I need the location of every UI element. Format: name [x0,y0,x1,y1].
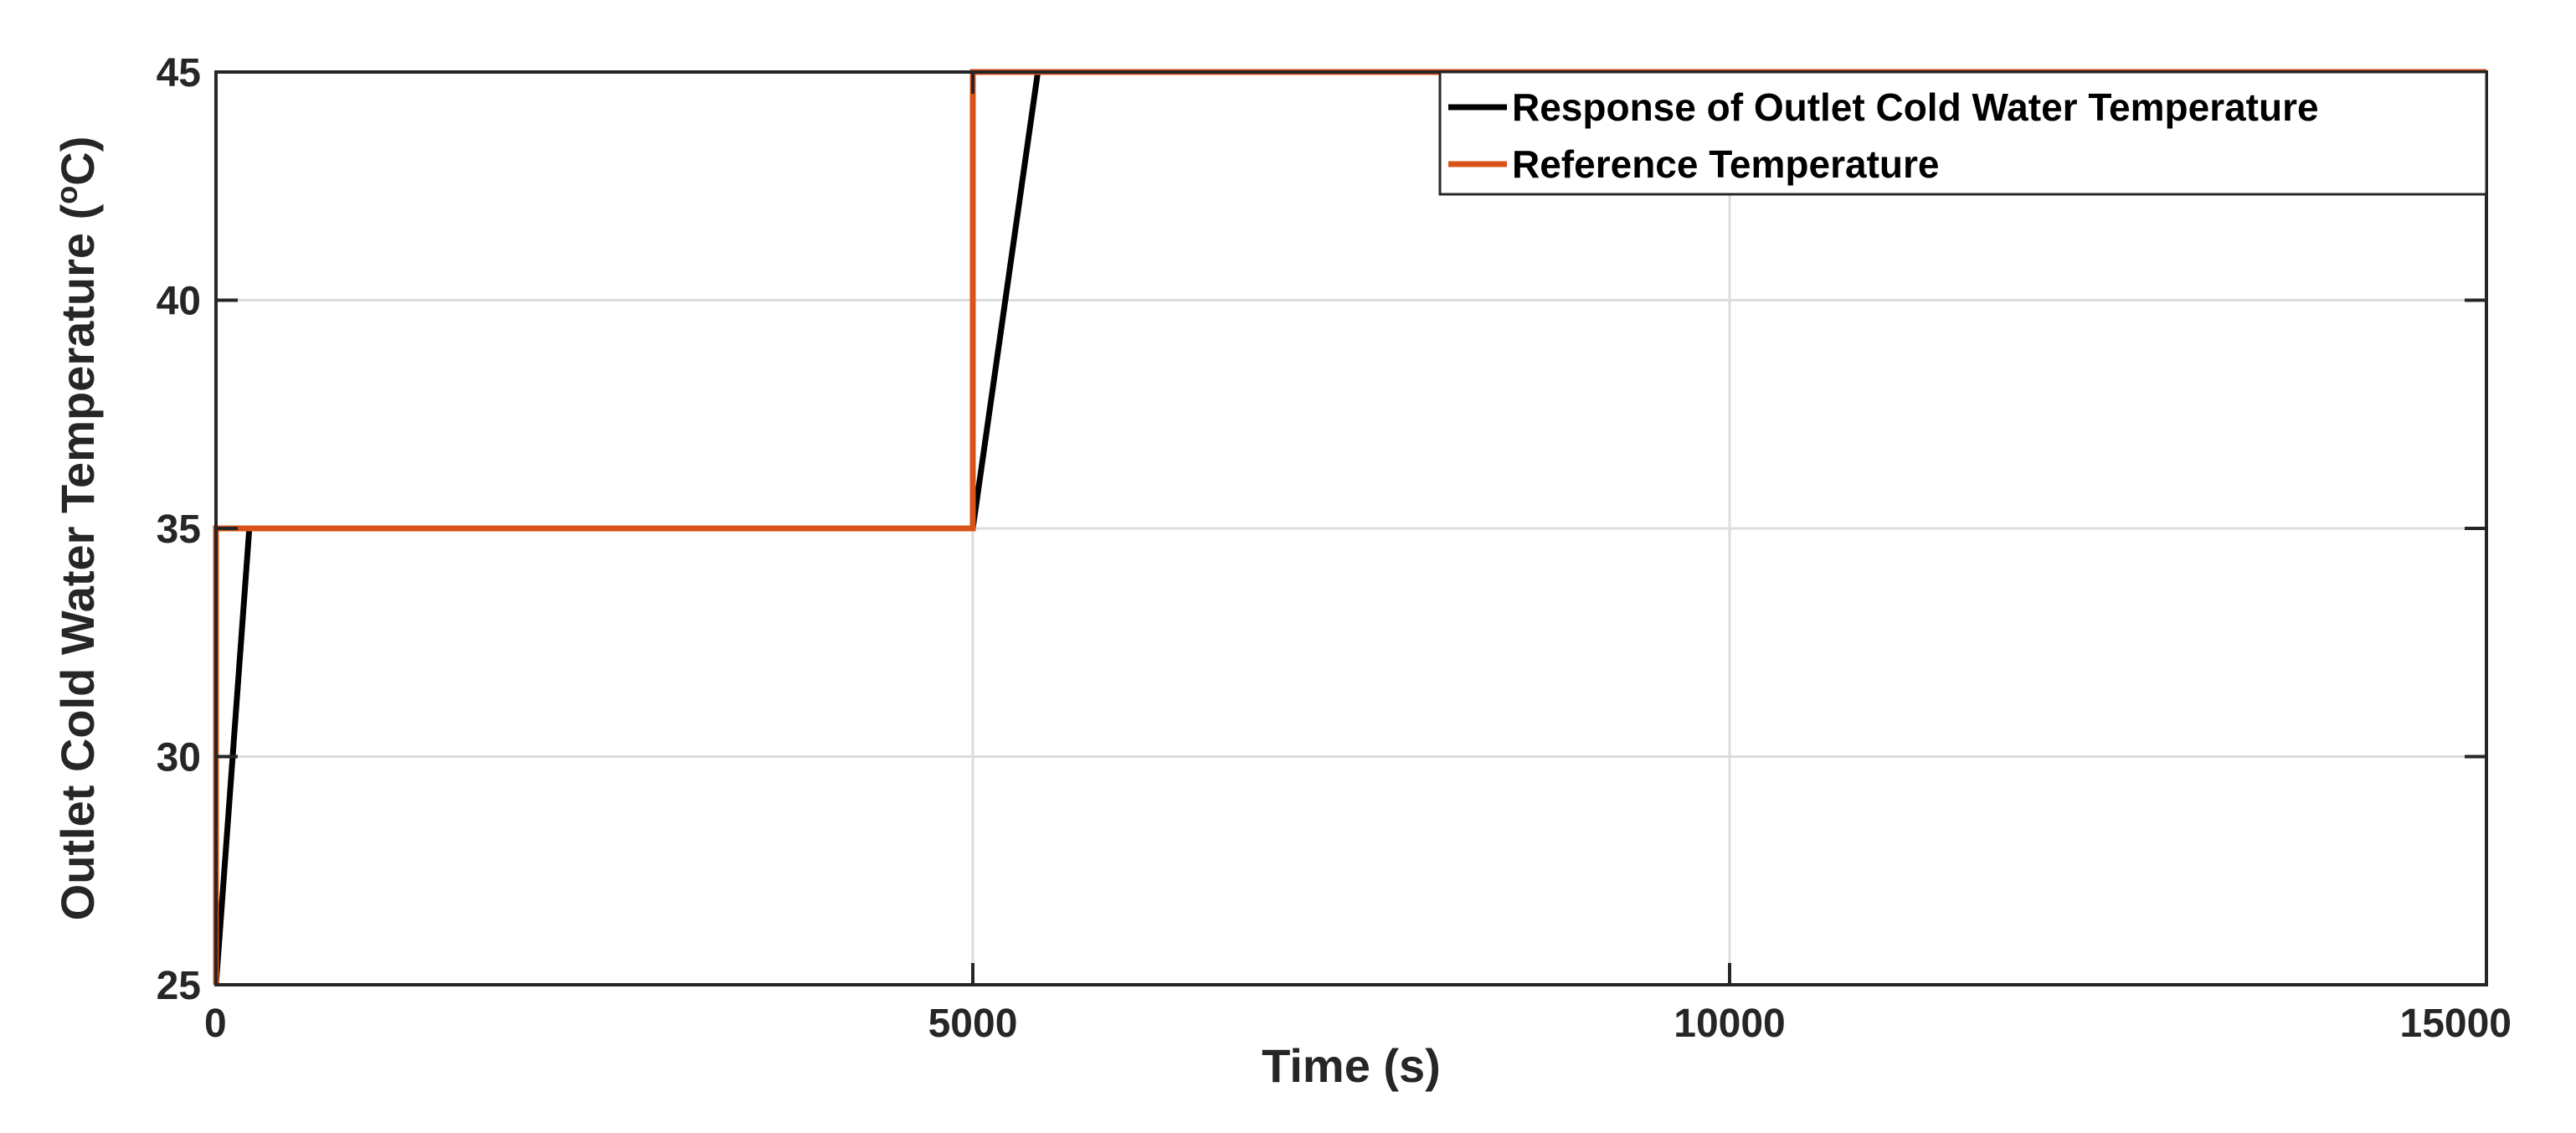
y-axis-label-suffix: C) [51,136,104,186]
x-tick-label: 0 [204,1002,227,1046]
legend-label-response: Response of Outlet Cold Water Temperatur… [1512,85,2319,129]
y-axis-label-prefix: Outlet Cold Water Temperature ( [51,203,104,920]
y-axis-label-degree: o [49,186,84,204]
y-tick-label: 25 [157,964,201,1008]
x-tick-label: 5000 [928,1002,1018,1046]
y-tick-label: 40 [157,280,201,324]
y-tick-label: 30 [157,736,201,780]
y-axis-label: Outlet Cold Water Temperature (oC) [49,136,104,921]
y-tick-label: 45 [157,51,201,95]
ticks: 0 5000 10000 15000 25 30 35 40 45 [157,51,2512,1046]
x-tick-label: 15000 [2400,1002,2512,1046]
legend-box [1438,70,2488,196]
x-axis-label: Time (s) [1262,1039,1441,1092]
x-tick-label: 10000 [1674,1002,1785,1046]
y-tick-label: 35 [157,507,201,552]
legend: Response of Outlet Cold Water Temperatur… [1438,70,2488,196]
legend-label-reference: Reference Temperature [1512,142,1939,186]
